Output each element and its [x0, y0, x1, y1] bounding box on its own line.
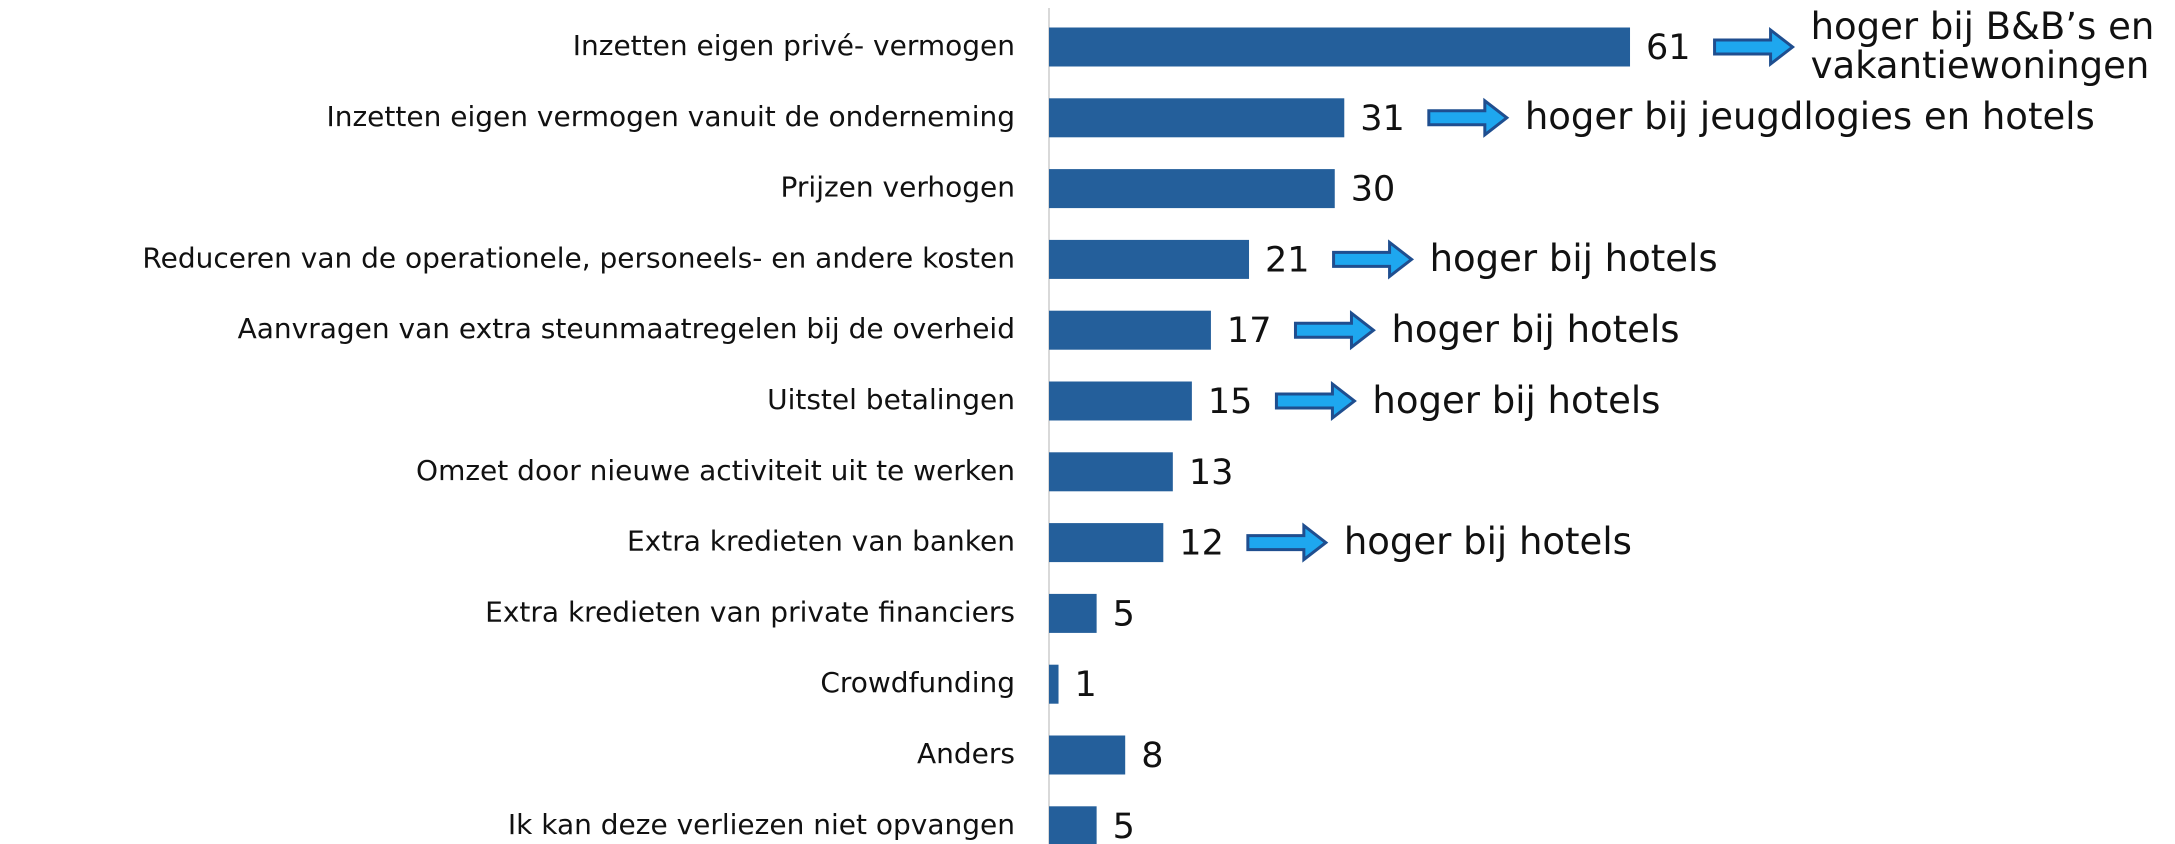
- annotation-wrap: hoger bij hotels: [1391, 270, 2171, 390]
- annotation-box: hoger bij hotels: [1344, 483, 2171, 603]
- value-label: 30: [1351, 170, 1396, 210]
- arrow: [1293, 310, 1376, 351]
- annotation-wrap: hoger bij jeugdlogies en hotels: [1525, 58, 2171, 178]
- value-label: 8: [1141, 736, 1163, 776]
- bar: [1049, 27, 1631, 67]
- arrow: [1332, 239, 1415, 280]
- bar: [1049, 593, 1097, 633]
- annotation-box: hoger bij hotels: [1391, 270, 2171, 390]
- value-label: 13: [1189, 453, 1234, 493]
- bar: [1049, 169, 1335, 209]
- category-label: Prijzen verhogen: [781, 171, 1015, 204]
- category-label: Extra kredieten van banken: [627, 525, 1015, 558]
- annotation: hoger bij hotels: [1391, 307, 1680, 351]
- category-label: Uitstel betalingen: [767, 383, 1015, 416]
- annotation: hoger bij hotels: [1343, 520, 1632, 564]
- arrow: [1246, 522, 1329, 563]
- annotation: hoger bij jeugdlogies en hotels: [1524, 95, 2095, 139]
- annotation-wrap: hoger bij hotels: [1430, 199, 2171, 319]
- annotation: hoger bij B&B’s en vakantiewoningen: [1810, 5, 2155, 87]
- bar: [1049, 452, 1173, 492]
- value-label: 61: [1646, 28, 1691, 68]
- category-label: Inzetten eigen vermogen vanuit de ondern…: [326, 100, 1015, 133]
- annotation-wrap: hoger bij B&B’s en vakantiewoningen: [1811, 0, 2171, 107]
- bar: [1049, 381, 1192, 421]
- annotation: hoger bij hotels: [1372, 378, 1661, 422]
- category-label: Reduceren van de operationele, personeel…: [142, 241, 1015, 274]
- value-label: 17: [1227, 311, 1272, 351]
- annotation-wrap: hoger bij hotels: [1344, 483, 2171, 603]
- arrow: [1713, 26, 1796, 68]
- value-label: 1: [1075, 665, 1097, 705]
- category-label: Omzet door nieuwe activiteit uit te werk…: [416, 454, 1015, 487]
- annotation-wrap: hoger bij hotels: [1372, 341, 2171, 461]
- bar: [1049, 523, 1164, 563]
- annotation-box: hoger bij jeugdlogies en hotels: [1525, 58, 2171, 178]
- category-label: Inzetten eigen privé- vermogen: [573, 29, 1015, 62]
- category-label: Aanvragen van extra steunmaatregelen bij…: [238, 312, 1015, 345]
- bar: [1049, 239, 1250, 279]
- annotation-box: hoger bij B&B’s en vakantiewoningen: [1811, 0, 2171, 107]
- bar: [1049, 806, 1097, 844]
- value-label: 15: [1208, 382, 1253, 422]
- bar: [1049, 664, 1059, 704]
- category-label: Anders: [917, 737, 1015, 770]
- value-label: 5: [1113, 807, 1135, 844]
- value-label: 31: [1360, 99, 1405, 139]
- category-label: Extra kredieten van private financiers: [485, 595, 1015, 628]
- annotation-box: hoger bij hotels: [1430, 199, 2171, 319]
- value-label: 5: [1113, 594, 1135, 634]
- bar: [1049, 98, 1345, 138]
- annotation-box: hoger bij hotels: [1372, 341, 2171, 461]
- bar: [1049, 735, 1126, 775]
- annotation: hoger bij hotels: [1429, 236, 1718, 280]
- category-label: Ik kan deze verliezen niet opvangen: [508, 808, 1015, 841]
- bar: [1049, 310, 1211, 350]
- value-label: 21: [1265, 240, 1310, 280]
- arrow: [1427, 97, 1510, 138]
- arrow: [1274, 380, 1357, 422]
- category-label: Crowdfunding: [820, 666, 1015, 699]
- value-label: 12: [1179, 524, 1224, 564]
